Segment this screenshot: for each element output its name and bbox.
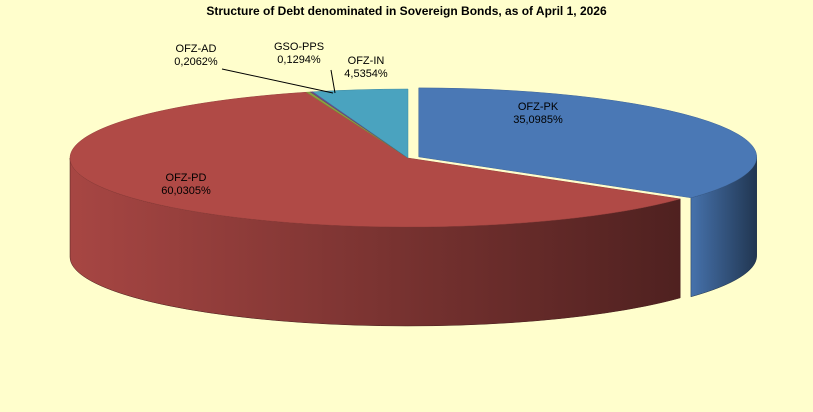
leader-line-gso-pps [330, 69, 336, 94]
slice-name-label: OFZ-PD [166, 172, 207, 184]
slice-name-label: OFZ-PK [518, 101, 559, 113]
pie-slice-ofz-pd [69, 91, 681, 228]
slice-value-label: 0,2062% [174, 56, 218, 68]
slice-name-label: GSO-PPS [274, 41, 324, 53]
leader-line-ofz-ad [221, 68, 334, 94]
chart-title: Structure of Debt denominated in Soverei… [206, 4, 607, 18]
slice-name-label: OFZ-AD [176, 43, 217, 55]
slice-name-label: OFZ-IN [348, 55, 385, 67]
slice-value-label: 0,1294% [277, 54, 321, 66]
pie-slice-ofz-in [312, 88, 409, 159]
slice-value-label: 4,5354% [344, 68, 388, 80]
pie-slice-ofz-pk [418, 87, 757, 199]
slice-value-label: 35,0985% [513, 114, 563, 126]
slice-value-label: 60,0305% [161, 185, 211, 197]
